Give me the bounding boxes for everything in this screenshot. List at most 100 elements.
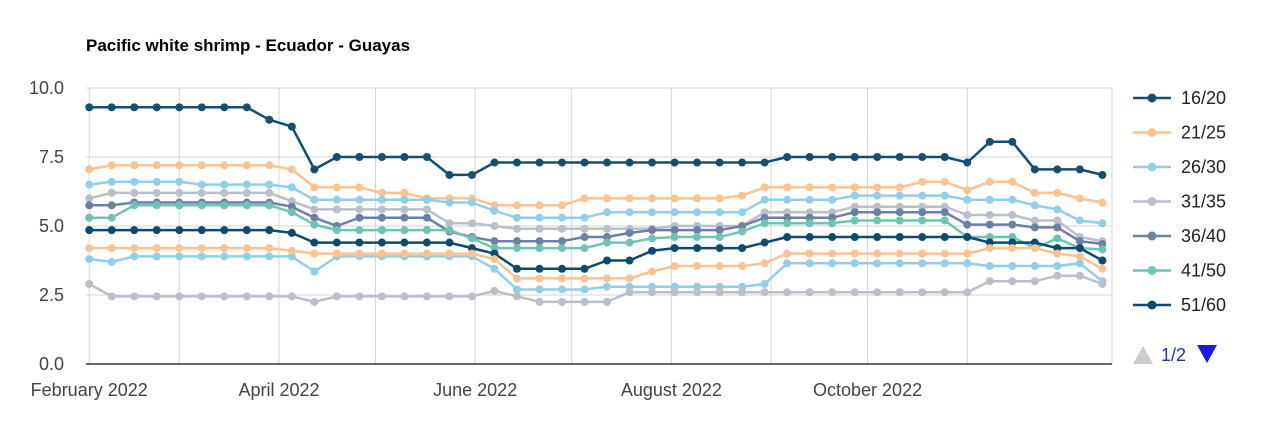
legend-pager[interactable]: 1/2: [1133, 345, 1217, 365]
data-point[interactable]: [310, 220, 319, 229]
data-point[interactable]: [1008, 233, 1017, 242]
data-point[interactable]: [1075, 165, 1084, 174]
data-point[interactable]: [287, 197, 296, 206]
data-point[interactable]: [197, 161, 206, 170]
data-point[interactable]: [445, 249, 454, 258]
data-point[interactable]: [265, 252, 274, 261]
data-point[interactable]: [1008, 220, 1017, 229]
data-point[interactable]: [963, 220, 972, 229]
data-point[interactable]: [580, 297, 589, 306]
data-point[interactable]: [693, 226, 702, 235]
data-point[interactable]: [175, 226, 184, 235]
data-point[interactable]: [1053, 271, 1062, 280]
data-point[interactable]: [985, 233, 994, 242]
data-point[interactable]: [603, 208, 612, 217]
data-point[interactable]: [175, 252, 184, 261]
data-point[interactable]: [107, 201, 116, 210]
data-point[interactable]: [152, 161, 161, 170]
data-point[interactable]: [310, 183, 319, 192]
data-point[interactable]: [422, 238, 431, 247]
data-point[interactable]: [310, 213, 319, 222]
data-point[interactable]: [783, 259, 792, 268]
data-point[interactable]: [895, 191, 904, 200]
legend-item[interactable]: 36/40: [1133, 226, 1226, 246]
data-point[interactable]: [670, 262, 679, 271]
data-point[interactable]: [828, 208, 837, 217]
data-point[interactable]: [670, 288, 679, 297]
data-point[interactable]: [558, 264, 567, 273]
data-point[interactable]: [107, 161, 116, 170]
data-point[interactable]: [467, 219, 476, 228]
data-point[interactable]: [648, 158, 657, 167]
data-point[interactable]: [760, 183, 769, 192]
data-point[interactable]: [1008, 137, 1017, 146]
data-point[interactable]: [828, 249, 837, 258]
data-point[interactable]: [377, 188, 386, 197]
data-point[interactable]: [850, 259, 859, 268]
data-point[interactable]: [107, 188, 116, 197]
data-point[interactable]: [422, 205, 431, 214]
data-point[interactable]: [152, 177, 161, 186]
data-point[interactable]: [1098, 198, 1107, 207]
data-point[interactable]: [693, 244, 702, 253]
data-point[interactable]: [963, 210, 972, 219]
data-point[interactable]: [490, 158, 499, 167]
data-point[interactable]: [535, 213, 544, 222]
legend-item[interactable]: 51/60: [1133, 295, 1226, 315]
data-point[interactable]: [152, 188, 161, 197]
data-point[interactable]: [828, 219, 837, 228]
data-point[interactable]: [1008, 195, 1017, 204]
data-point[interactable]: [445, 238, 454, 247]
data-point[interactable]: [715, 244, 724, 253]
data-point[interactable]: [828, 233, 837, 242]
triangle-down-icon[interactable]: [1197, 345, 1217, 363]
data-point[interactable]: [445, 219, 454, 228]
data-point[interactable]: [558, 213, 567, 222]
data-point[interactable]: [107, 226, 116, 235]
data-point[interactable]: [625, 208, 634, 217]
data-point[interactable]: [805, 288, 814, 297]
data-point[interactable]: [332, 195, 341, 204]
data-point[interactable]: [1030, 238, 1039, 247]
data-point[interactable]: [332, 153, 341, 161]
data-point[interactable]: [693, 194, 702, 203]
data-point[interactable]: [805, 249, 814, 258]
data-point[interactable]: [85, 201, 94, 210]
data-point[interactable]: [242, 226, 251, 235]
data-point[interactable]: [895, 208, 904, 217]
data-point[interactable]: [1098, 219, 1107, 228]
data-point[interactable]: [940, 177, 949, 186]
data-point[interactable]: [175, 103, 184, 112]
data-point[interactable]: [873, 233, 882, 242]
data-point[interactable]: [693, 282, 702, 291]
data-point[interactable]: [355, 205, 364, 214]
data-point[interactable]: [490, 237, 499, 246]
data-point[interactable]: [715, 158, 724, 167]
data-point[interactable]: [850, 233, 859, 242]
data-point[interactable]: [197, 244, 206, 253]
data-point[interactable]: [265, 188, 274, 197]
data-point[interactable]: [242, 180, 251, 189]
data-point[interactable]: [873, 153, 882, 161]
data-point[interactable]: [693, 158, 702, 167]
data-point[interactable]: [107, 244, 116, 253]
data-point[interactable]: [738, 222, 747, 230]
data-point[interactable]: [873, 249, 882, 258]
data-point[interactable]: [760, 219, 769, 228]
data-point[interactable]: [422, 292, 431, 301]
data-point[interactable]: [603, 233, 612, 242]
data-point[interactable]: [220, 161, 229, 170]
data-point[interactable]: [985, 220, 994, 229]
data-point[interactable]: [805, 213, 814, 222]
data-point[interactable]: [580, 213, 589, 222]
data-point[interactable]: [558, 201, 567, 210]
legend[interactable]: 16/20 21/25 26/30 31/35 36/40 41/50 51/60: [1133, 88, 1226, 315]
data-point[interactable]: [85, 213, 94, 222]
data-point[interactable]: [445, 226, 454, 235]
data-point[interactable]: [603, 224, 612, 233]
data-point[interactable]: [738, 262, 747, 271]
data-point[interactable]: [535, 285, 544, 294]
data-point[interactable]: [805, 233, 814, 242]
data-point[interactable]: [918, 202, 927, 211]
data-point[interactable]: [783, 208, 792, 217]
